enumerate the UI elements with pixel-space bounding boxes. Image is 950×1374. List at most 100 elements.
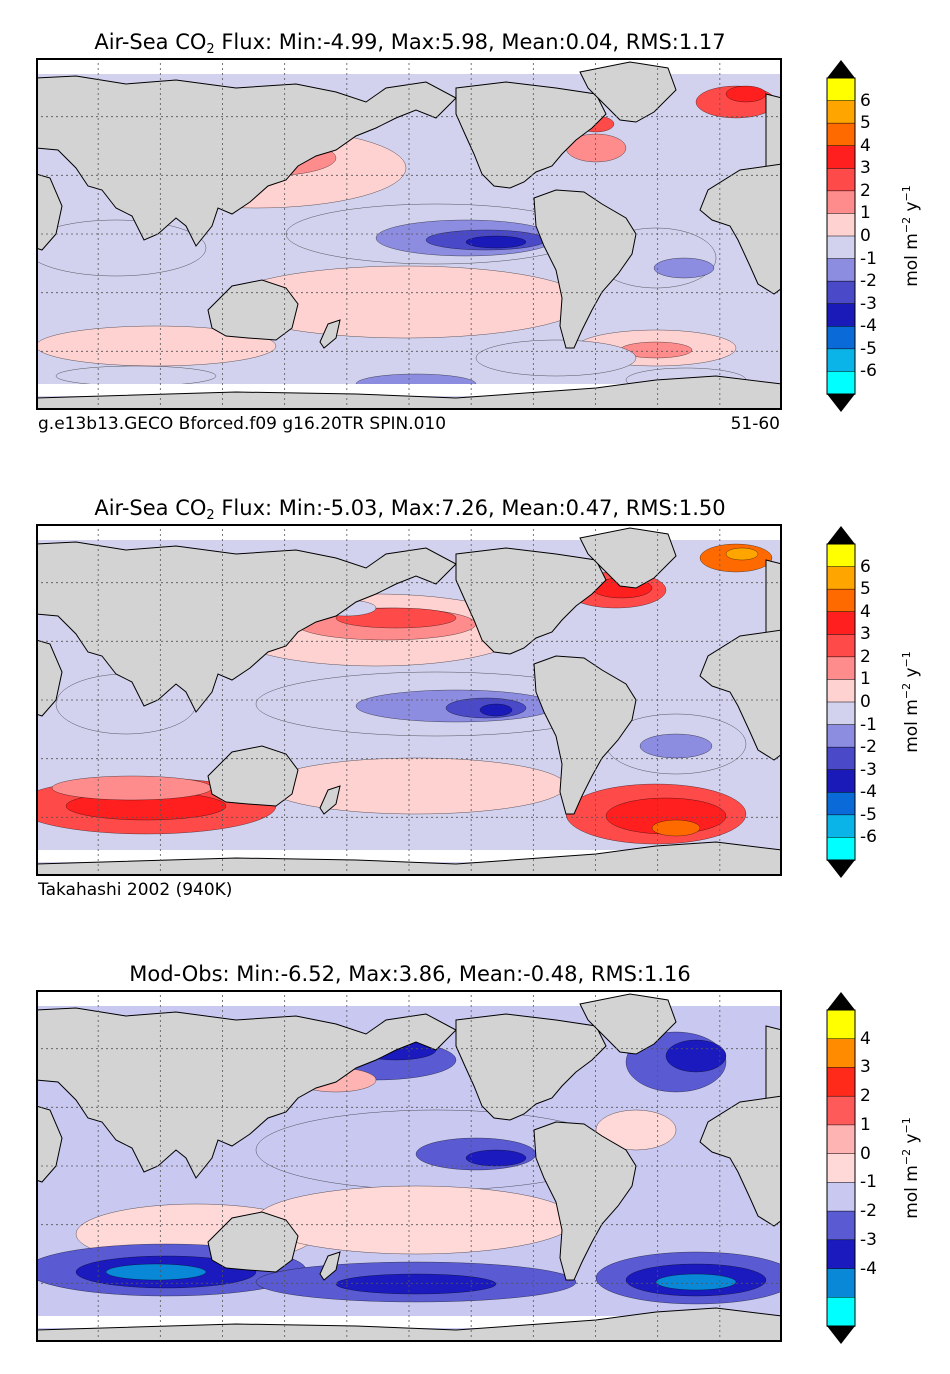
land-mass bbox=[579, 527, 677, 589]
map-frame bbox=[36, 58, 782, 410]
colorbar-tick-label: -3 bbox=[860, 759, 877, 780]
colorbar-segment bbox=[826, 190, 856, 215]
panel-model: Air-Sea CO2 Flux: Min:-4.99, Max:5.98, M… bbox=[0, 30, 950, 470]
land-mass bbox=[207, 745, 299, 807]
land-mass bbox=[36, 841, 782, 876]
colorbar-extend-top bbox=[827, 526, 855, 544]
colorbar-segment bbox=[826, 100, 856, 124]
colorbar-segment bbox=[826, 280, 856, 305]
colorbar-segment bbox=[826, 1210, 856, 1241]
flux-contour bbox=[475, 339, 637, 377]
colorbar-segment bbox=[826, 634, 856, 658]
land-mass bbox=[319, 319, 341, 349]
colorbar-segment bbox=[826, 258, 856, 282]
colorbar-tick-label: 3 bbox=[860, 624, 871, 645]
colorbar-segment bbox=[826, 611, 856, 636]
colorbar-tick-label: -3 bbox=[860, 293, 877, 314]
colorbar-tick-label: 1 bbox=[860, 669, 871, 690]
colorbar-segment bbox=[826, 679, 856, 703]
colorbar-segment bbox=[826, 122, 856, 147]
colorbar-label: mol m−2 y−1 bbox=[900, 1117, 922, 1219]
colorbar-tick-label: 2 bbox=[860, 1086, 871, 1107]
colorbar-segment bbox=[826, 348, 856, 373]
land-mass bbox=[207, 279, 299, 341]
land-mass bbox=[36, 1007, 457, 1179]
land-mass bbox=[36, 375, 782, 410]
flux-contour bbox=[36, 325, 277, 367]
colorbar-segment bbox=[826, 588, 856, 613]
colorbar-label: mol m−2 y−1 bbox=[900, 651, 922, 753]
colorbar-extend-bottom bbox=[827, 1326, 855, 1344]
colorbar-segment bbox=[826, 1038, 856, 1069]
flux-contour bbox=[655, 1273, 737, 1291]
map-frame bbox=[36, 990, 782, 1342]
colorbar-segment bbox=[826, 769, 856, 794]
colorbar-tick-label: -4 bbox=[860, 782, 877, 803]
colorbar-segment bbox=[826, 326, 856, 350]
colorbar-segment bbox=[826, 371, 856, 395]
land-mass bbox=[207, 1211, 299, 1273]
colorbar-segment bbox=[826, 1182, 856, 1212]
panel-title: Air-Sea CO2 Flux: Min:-5.03, Max:7.26, M… bbox=[94, 496, 726, 523]
colorbar-segment bbox=[826, 656, 856, 681]
colorbar-segment bbox=[826, 837, 856, 861]
colorbar-frame bbox=[826, 1009, 856, 1327]
colorbar-segment bbox=[826, 235, 856, 260]
land-mass bbox=[455, 547, 607, 655]
flux-contour bbox=[651, 819, 701, 837]
colorbar-segment bbox=[826, 1095, 856, 1126]
land-mass bbox=[455, 81, 607, 189]
colorbar-tick-label: 1 bbox=[860, 203, 871, 224]
colorbar-tick-label: -3 bbox=[860, 1229, 877, 1250]
flux-contour bbox=[639, 733, 713, 759]
land-mass bbox=[319, 1251, 341, 1281]
colorbar-tick-label: -4 bbox=[860, 316, 877, 337]
colorbar-ticks: 4 3 2 1 0 -1 -2 -3 -4 bbox=[860, 992, 900, 1344]
colorbar-extend-bottom bbox=[827, 394, 855, 412]
flux-contour bbox=[725, 85, 767, 103]
source-label: Takahashi 2002 (940K) bbox=[38, 880, 233, 900]
flux-contour bbox=[653, 257, 715, 279]
colorbar-segment bbox=[826, 1009, 856, 1040]
colorbar-segment bbox=[826, 145, 856, 170]
colorbar-extend-top bbox=[827, 60, 855, 78]
colorbar-tick-label: 2 bbox=[860, 180, 871, 201]
colorbar-segment bbox=[826, 168, 856, 192]
land-mass bbox=[533, 1121, 637, 1281]
colorbar-segment bbox=[826, 1153, 856, 1184]
flux-contour bbox=[465, 1149, 527, 1167]
colorbar-tick-label: 6 bbox=[860, 90, 871, 111]
colorbar-extend-bottom bbox=[827, 860, 855, 878]
colorbar-tick-label: -6 bbox=[860, 827, 877, 848]
colorbar-tick-label: 4 bbox=[860, 601, 871, 622]
colorbar-tick-label: -5 bbox=[860, 338, 877, 359]
colorbar-tick-label: -5 bbox=[860, 804, 877, 825]
colorbar-tick-label: 5 bbox=[860, 579, 871, 600]
colorbar-tick-label: 4 bbox=[860, 1028, 871, 1049]
colorbar-tick-label: 3 bbox=[860, 1057, 871, 1078]
colorbar-tick-label: 1 bbox=[860, 1114, 871, 1135]
map-frame bbox=[36, 524, 782, 876]
flux-contour bbox=[255, 1185, 577, 1255]
colorbar-segment bbox=[826, 1268, 856, 1299]
flux-contour bbox=[55, 365, 217, 387]
colorbar-ticks: 6 5 4 3 2 1 0 -1 -2 -3 -4 -5 -6 bbox=[860, 526, 900, 878]
colorbar-tick-label: -1 bbox=[860, 248, 877, 269]
land-mass bbox=[36, 1307, 782, 1342]
colorbar-tick-label: 2 bbox=[860, 646, 871, 667]
flux-contour bbox=[51, 775, 213, 801]
source-label: g.e13b13.GECO Bforced.f09 g16.20TR SPIN.… bbox=[38, 414, 447, 434]
colorbar-segment bbox=[826, 543, 856, 568]
colorbar-tick-label: 0 bbox=[860, 226, 871, 246]
flux-contour bbox=[595, 1109, 677, 1151]
colorbar-tick-label: -1 bbox=[860, 1172, 877, 1193]
colorbar-tick-label: 0 bbox=[860, 692, 871, 712]
land-mass bbox=[765, 1025, 782, 1103]
flux-contour bbox=[335, 1273, 497, 1295]
colorbar-segment bbox=[826, 1239, 856, 1270]
colorbar-segment bbox=[826, 814, 856, 839]
flux-contour bbox=[265, 757, 567, 815]
land-mass bbox=[699, 1095, 782, 1227]
panel-title: Air-Sea CO2 Flux: Min:-4.99, Max:5.98, M… bbox=[94, 30, 726, 57]
nodata-north bbox=[36, 58, 782, 74]
